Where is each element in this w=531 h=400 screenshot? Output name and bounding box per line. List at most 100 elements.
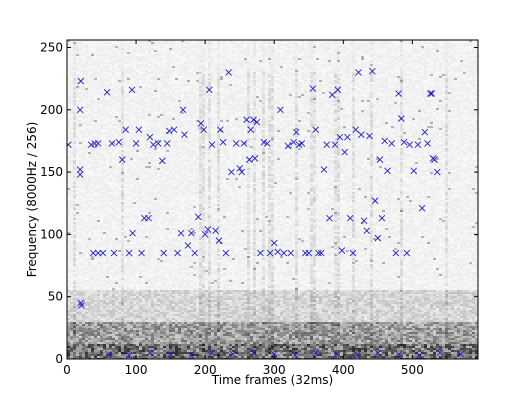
spectrogram-cell [145,316,148,318]
spectrogram-cell [97,86,100,88]
spectrogram-cell [133,310,136,312]
spectrogram-cell [112,44,115,46]
spectrogram-cell [112,216,115,218]
spectrogram-cell [79,176,82,178]
spectrogram-cell [133,122,136,124]
spectrogram-cell [145,100,148,102]
spectrogram-cell [76,264,79,266]
spectrogram-cell [154,342,157,344]
spectrogram-cell [100,176,103,178]
spectrogram-cell [85,308,88,310]
spectrogram-cell [151,250,154,252]
spectrogram-cell [100,222,103,224]
spectrogram-cell [157,122,160,124]
spectrogram-cell [82,206,85,208]
spectrogram-cell [148,164,151,166]
spectrogram-cell [76,294,79,296]
spectrogram-cell [79,260,82,262]
spectrogram-cell [145,172,148,174]
spectrogram-cell [130,296,133,298]
spectrogram-cell [151,256,154,258]
spectrogram-cell [112,194,115,196]
spectrogram-cell [73,296,76,298]
spectrogram-cell [154,222,157,224]
spectrogram-cell [112,234,115,236]
spectrogram-cell [115,112,118,114]
spectrogram-cell [139,190,142,192]
spectrogram-cell [130,74,133,76]
spectrogram-cell [73,310,76,312]
spectrogram-cell [136,76,139,78]
spectrogram-cell [148,346,151,348]
spectrogram-cell [154,112,157,114]
spectrogram-cell [127,298,130,300]
spectrogram-cell [82,86,85,88]
spectrogram-cell [76,238,79,240]
spectrogram-cell [151,46,154,48]
spectrogram-cell [121,80,124,82]
spectrogram-cell [88,68,91,70]
spectrogram-cell [85,290,88,292]
spectrogram-cell [82,320,85,322]
spectrogram-cell [70,64,73,66]
spectrogram-cell [127,176,130,178]
spectrogram-cell [67,44,70,46]
spectrogram-cell [115,248,118,250]
spectrogram-cell [154,314,157,316]
spectrogram-cell [145,96,148,98]
spectrogram-cell [133,150,136,152]
spectrogram-cell [136,226,139,228]
spectrogram-cell [79,48,82,50]
spectrogram-cell [67,150,70,152]
spectrogram-cell [100,158,103,160]
spectrogram-cell [67,100,70,102]
spectrogram-cell [94,98,97,100]
spectrogram-cell [112,138,115,140]
spectrogram-cell [97,270,100,272]
spectrogram-cell [82,92,85,94]
spectrogram-cell [130,82,133,84]
spectrogram-cell [106,322,109,324]
spectrogram-cell [130,260,133,262]
spectrogram-cell [91,170,94,172]
spectrogram-cell [136,246,139,248]
spectrogram-cell [130,234,133,236]
spectrogram-cell [76,158,79,160]
spectrogram-cell [154,184,157,186]
spectrogram-cell [94,58,97,60]
spectrogram-cell [76,58,79,60]
spectrogram-cell [109,208,112,210]
spectrogram-cell [79,72,82,74]
spectrogram-cell [127,336,130,338]
spectrogram-cell [82,334,85,336]
spectrogram-cell [148,228,151,230]
spectrogram-cell [82,158,85,160]
spectrogram-cell [130,208,133,210]
spectrogram-cell [130,324,133,326]
spectrogram-cell [85,122,88,124]
spectrogram-cell [115,136,118,138]
spectrogram-cell [109,274,112,276]
spectrogram-cell [91,294,94,296]
spectrogram-cell [145,300,148,302]
spectrogram-cell [82,324,85,326]
spectrogram-cell [115,294,118,296]
spectrogram-cell [85,88,88,90]
spectrogram-cell [148,114,151,116]
spectrogram-cell [130,130,133,132]
spectrogram-cell [127,356,130,358]
spectrogram-cell [133,276,136,278]
spectrogram-cell [94,172,97,174]
spectrogram-cell [82,136,85,138]
spectrogram-cell [115,90,118,92]
spectrogram-cell [157,244,160,246]
spectrogram-cell [100,202,103,204]
spectrogram-cell [112,52,115,54]
spectrogram-cell [73,246,76,248]
spectrogram-cell [133,70,136,72]
spectrogram-cell [109,182,112,184]
spectrogram-cell [151,62,154,64]
spectrogram-cell [145,118,148,120]
spectrogram-cell [121,276,124,278]
spectrogram-cell [91,82,94,84]
